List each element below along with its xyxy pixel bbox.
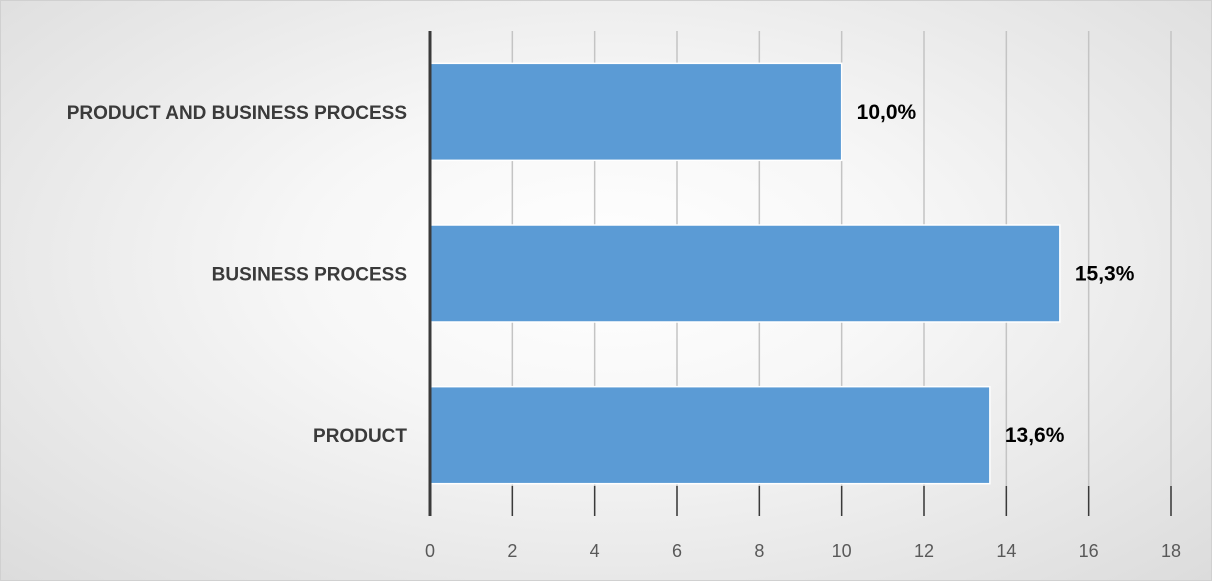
data-label: 13,6%	[1005, 424, 1065, 447]
x-tick-labels: 0 2 4 6 8 10 12 14 16 18	[425, 541, 1181, 561]
bar	[429, 385, 991, 485]
x-tick-label: 0	[425, 541, 435, 561]
data-label: 15,3%	[1075, 263, 1135, 286]
category-label: PRODUCT	[313, 426, 407, 447]
bar	[429, 224, 1061, 323]
data-labels: 10,0% 15,3% 13,6%	[857, 101, 1135, 447]
data-label: 10,0%	[857, 101, 917, 124]
category-labels: PRODUCT AND BUSINESS PROCESS BUSINESS PRO…	[67, 103, 408, 447]
x-tick-label: 4	[590, 541, 600, 561]
bars	[429, 62, 1061, 485]
x-tick-label: 14	[996, 541, 1016, 561]
bar	[429, 62, 843, 162]
x-tick-label: 2	[507, 541, 517, 561]
category-label: BUSINESS PROCESS	[212, 265, 407, 286]
x-tick-label: 8	[754, 541, 764, 561]
category-label: PRODUCT AND BUSINESS PROCESS	[67, 103, 407, 124]
x-tick-label: 16	[1079, 541, 1099, 561]
x-tick-label: 12	[914, 541, 934, 561]
x-tick-label: 10	[832, 541, 852, 561]
x-tick-label: 18	[1161, 541, 1181, 561]
x-tick-label: 6	[672, 541, 682, 561]
